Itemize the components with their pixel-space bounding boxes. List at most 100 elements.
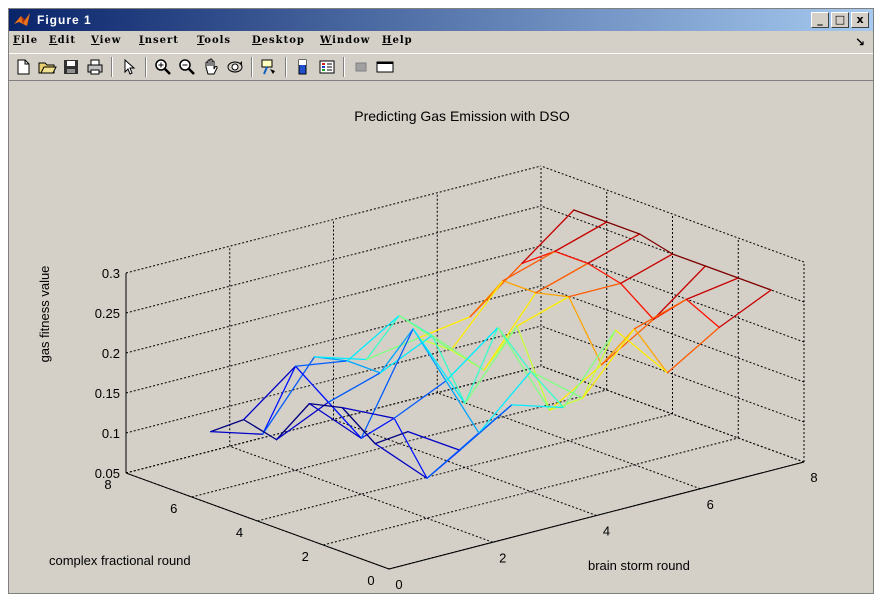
side-wall-gridline xyxy=(540,205,805,303)
toolbar xyxy=(9,53,873,81)
y-tick-label: 8 xyxy=(104,477,111,492)
window-title: Figure 1 xyxy=(37,13,92,27)
menu-item-edit[interactable]: Edit xyxy=(49,35,77,46)
zoom-out-icon[interactable] xyxy=(177,57,197,77)
mesh-line xyxy=(581,328,636,399)
floor-gridline xyxy=(437,392,701,490)
title-bar[interactable]: Figure 1 _ □ x xyxy=(9,9,873,31)
mesh-line xyxy=(393,417,428,479)
mesh-line xyxy=(365,314,400,361)
close-button[interactable]: x xyxy=(851,12,869,28)
menu-item-desktop[interactable]: Desktop xyxy=(252,35,305,46)
mesh-line xyxy=(516,296,570,327)
dock-arrow-icon[interactable]: ↘ xyxy=(854,35,865,49)
mesh-line xyxy=(431,334,485,371)
floor-gridline xyxy=(323,437,739,546)
mesh-line xyxy=(638,233,674,255)
mesh-line xyxy=(478,370,532,434)
open-folder-icon[interactable] xyxy=(37,57,57,77)
toolbar-separator xyxy=(251,57,253,77)
mesh-line xyxy=(374,442,428,479)
menu-item-window[interactable]: Window xyxy=(320,35,371,46)
z-tick-label: 0.05 xyxy=(95,466,120,481)
mesh-line xyxy=(346,360,381,374)
mesh-line xyxy=(308,402,362,439)
save-icon[interactable] xyxy=(61,57,81,77)
mesh-line xyxy=(568,296,603,366)
mesh-line xyxy=(275,402,311,441)
mesh-line xyxy=(464,325,518,405)
chart-title: Predicting Gas Emission with DSO xyxy=(354,108,570,124)
x-tick-label: 0 xyxy=(395,577,402,592)
mesh-line xyxy=(379,334,433,374)
floor-gridline xyxy=(229,445,493,543)
mesh-line xyxy=(516,325,551,411)
back-wall-gridline xyxy=(125,365,542,474)
side-wall-gridline xyxy=(540,165,805,263)
mesh-line xyxy=(511,404,565,409)
mesh-line xyxy=(581,329,617,399)
print-icon[interactable] xyxy=(85,57,105,77)
pointer-arrow-icon[interactable] xyxy=(119,57,139,77)
mesh-line xyxy=(341,406,376,445)
y-tick-label: 0 xyxy=(367,573,374,588)
menu-item-insert[interactable]: Insert xyxy=(139,35,179,46)
mesh-line xyxy=(393,380,447,419)
mesh-line xyxy=(573,209,608,223)
mesh-line xyxy=(261,356,316,435)
toolbar-separator xyxy=(343,57,345,77)
mesh-line xyxy=(568,282,622,298)
mesh-line xyxy=(614,329,669,374)
toolbar-separator xyxy=(111,57,113,77)
mesh-line xyxy=(374,430,409,445)
x-tick-label: 6 xyxy=(707,497,714,512)
menu-item-file[interactable]: File xyxy=(13,35,39,46)
mesh-line xyxy=(502,250,556,282)
pan-hand-icon[interactable] xyxy=(201,57,221,77)
mesh-line xyxy=(313,356,368,361)
side-wall-gridline xyxy=(540,325,805,423)
mesh-line xyxy=(210,430,264,435)
mesh-line xyxy=(459,404,513,451)
rotate-3d-icon[interactable] xyxy=(225,57,245,77)
x-tick-label: 2 xyxy=(499,550,506,565)
menu-item-view[interactable]: View xyxy=(91,35,122,46)
show-plot-tools-icon[interactable] xyxy=(375,57,395,77)
z-tick-label: 0.2 xyxy=(102,346,120,361)
mesh-line xyxy=(407,430,461,451)
toolbar-separator xyxy=(145,57,147,77)
mesh-line xyxy=(718,289,772,329)
minimize-button[interactable]: _ xyxy=(811,12,829,28)
mesh-line xyxy=(294,360,349,367)
menu-item-tools[interactable]: Tools xyxy=(197,35,232,46)
mesh-line xyxy=(685,277,739,301)
x-tick-label: 8 xyxy=(810,470,817,485)
x-axis-label: brain storm round xyxy=(588,558,690,573)
mesh-line xyxy=(704,265,739,279)
mesh-line xyxy=(737,277,772,291)
mesh-line xyxy=(431,334,466,405)
mesh-line xyxy=(652,265,707,321)
mesh-line xyxy=(497,326,551,411)
legend-icon[interactable] xyxy=(317,57,337,77)
side-wall-gridline xyxy=(540,285,805,383)
mesh-line xyxy=(275,401,330,441)
z-tick-label: 0.15 xyxy=(95,386,120,401)
y-axis-line xyxy=(125,472,390,570)
mesh-line xyxy=(666,326,720,374)
back-wall-gridline xyxy=(125,205,542,314)
data-cursor-icon[interactable] xyxy=(259,57,279,77)
new-file-icon[interactable] xyxy=(13,57,33,77)
hide-plot-tools-icon[interactable] xyxy=(351,57,371,77)
mesh-line xyxy=(554,221,608,253)
zoom-in-icon[interactable] xyxy=(153,57,173,77)
mesh-line xyxy=(502,280,537,294)
mesh-line xyxy=(327,401,362,439)
mesh-line xyxy=(412,328,466,405)
maximize-button[interactable]: □ xyxy=(831,12,849,28)
back-wall-gridline xyxy=(125,325,542,434)
colorbar-icon[interactable] xyxy=(293,57,313,77)
menu-item-help[interactable]: Help xyxy=(382,35,413,46)
mesh-line xyxy=(294,365,330,403)
